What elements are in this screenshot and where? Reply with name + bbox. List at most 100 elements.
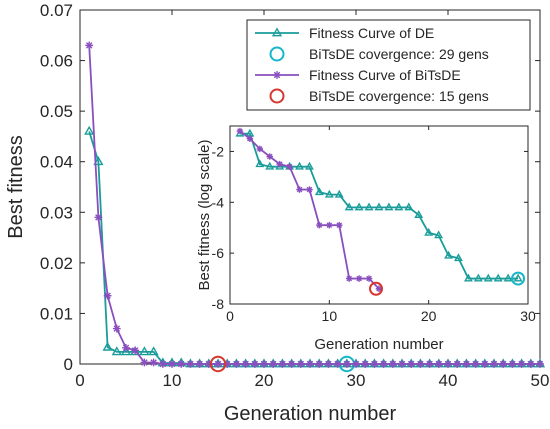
inset-data-point xyxy=(314,187,324,196)
main-data-point xyxy=(462,360,471,368)
main-data-point xyxy=(168,360,176,368)
main-xtick-label: 50 xyxy=(531,371,550,390)
inset-data-point xyxy=(424,227,434,236)
inset-data-point xyxy=(295,161,304,170)
inset-data-point xyxy=(256,145,264,153)
inset-ytick-label: -4 xyxy=(212,194,225,210)
main-data-point xyxy=(84,125,95,135)
main-data-point xyxy=(250,360,259,368)
inset-data-point xyxy=(511,271,526,286)
main-data-point xyxy=(407,360,416,368)
main-data-point xyxy=(241,360,250,368)
inset-data-point xyxy=(473,273,483,282)
inset-xtick-label: 20 xyxy=(421,308,437,324)
main-data-point xyxy=(388,360,397,368)
inset-data-point xyxy=(483,273,493,282)
inset-data-point xyxy=(305,161,314,170)
legend-label: Fitness Curve of BiTsDE xyxy=(309,67,461,83)
main-ytick-label: 0.03 xyxy=(40,203,73,222)
main-data-point xyxy=(186,360,195,368)
inset-data-point xyxy=(414,210,424,218)
main-data-point xyxy=(120,346,132,356)
legend-entry-0: Fitness Curve of DE xyxy=(255,25,434,41)
main-data-point xyxy=(324,360,333,368)
inset-data-point xyxy=(434,230,444,239)
inset-data-point xyxy=(375,285,383,292)
main-data-point xyxy=(269,360,278,368)
main-data-point xyxy=(131,346,140,355)
main-ytick-label: 0 xyxy=(64,355,73,374)
main-ytick-label: 0.05 xyxy=(40,102,73,121)
main-data-point xyxy=(416,360,425,368)
main-ytick-label: 0.07 xyxy=(40,1,73,20)
main-data-point xyxy=(93,156,104,166)
main-xtick-label: 40 xyxy=(439,371,458,390)
inset-series-2 xyxy=(236,127,383,292)
main-data-point xyxy=(149,358,158,367)
main-data-point xyxy=(444,360,452,368)
legend-box xyxy=(246,19,531,111)
inset-data-point xyxy=(334,189,344,198)
main-data-point xyxy=(260,360,268,368)
main-data-point xyxy=(122,343,130,352)
inset-data-point xyxy=(345,275,353,282)
legend-marker xyxy=(273,71,281,79)
main-data-point xyxy=(499,360,508,368)
main-series-2 xyxy=(85,41,544,368)
inset-ytick-label: -2 xyxy=(212,143,225,159)
inset-xlabel: Generation number xyxy=(314,336,443,353)
main-data-point xyxy=(379,360,388,368)
main-data-point xyxy=(195,360,204,368)
inset-data-point xyxy=(364,202,374,211)
main-data-point xyxy=(361,360,370,368)
inset-data-point xyxy=(286,163,293,170)
main-data-point xyxy=(85,41,94,50)
main-ytick-label: 0.04 xyxy=(40,153,73,172)
inset-data-point xyxy=(265,161,275,170)
main-ytick-label: 0.06 xyxy=(40,52,73,71)
main-data-point xyxy=(517,360,526,368)
inset-data-point xyxy=(374,202,384,211)
legend-label: Fitness Curve of DE xyxy=(309,25,434,41)
inset-data-point xyxy=(355,275,363,282)
legend-marker xyxy=(269,46,285,62)
inset-data-point xyxy=(246,135,254,142)
inset-frame xyxy=(229,125,529,305)
main-xlabel: Generation number xyxy=(224,403,397,425)
inset-data-point xyxy=(384,202,394,211)
inset-data-point xyxy=(463,273,473,282)
inset-ytick-label: -8 xyxy=(212,296,225,312)
main-data-point xyxy=(209,355,227,373)
inset-data-point xyxy=(255,159,265,168)
main-xtick-label: 30 xyxy=(347,371,366,390)
inset-ytick-label: -6 xyxy=(212,245,225,261)
main-data-point xyxy=(480,360,489,368)
main-data-point xyxy=(103,291,112,300)
legend-label: BiTsDE covergence: 15 gens xyxy=(309,88,489,104)
main-data-point xyxy=(490,360,498,368)
inset-data-point xyxy=(236,127,244,135)
inset-data-point xyxy=(296,186,303,193)
inset-ylabel: Best fitness (log scale) xyxy=(196,140,213,291)
inset-data-point xyxy=(326,221,333,229)
main-data-point xyxy=(471,360,480,368)
main-data-point xyxy=(177,360,186,368)
inset-data-point xyxy=(276,160,283,168)
legend-marker xyxy=(271,27,283,37)
main-ytick-label: 0.01 xyxy=(40,304,73,323)
inset-data-point xyxy=(354,202,364,211)
inset-data-point xyxy=(369,281,384,296)
main-xtick-label: 0 xyxy=(75,371,84,390)
main-data-point xyxy=(315,360,324,368)
inset-data-point xyxy=(324,189,334,198)
legend-entry-3: BiTsDE covergence: 15 gens xyxy=(269,88,489,104)
inset-data-point xyxy=(444,250,453,259)
inset-xtick-label: 10 xyxy=(322,308,338,324)
inset-plot: 0 10 20 30 -8 -6 -4 -2 Generation number Best fit… xyxy=(196,125,536,353)
inset-data-point xyxy=(493,273,503,282)
legend-label: BiTsDE covergence: 29 gens xyxy=(309,46,489,62)
main-data-point xyxy=(112,324,121,333)
legend-entry-2: Fitness Curve of BiTsDE xyxy=(255,67,461,83)
main-ylabel: Best fitness xyxy=(5,135,27,238)
legend-entry-1: BiTsDE covergence: 29 gens xyxy=(269,46,489,62)
